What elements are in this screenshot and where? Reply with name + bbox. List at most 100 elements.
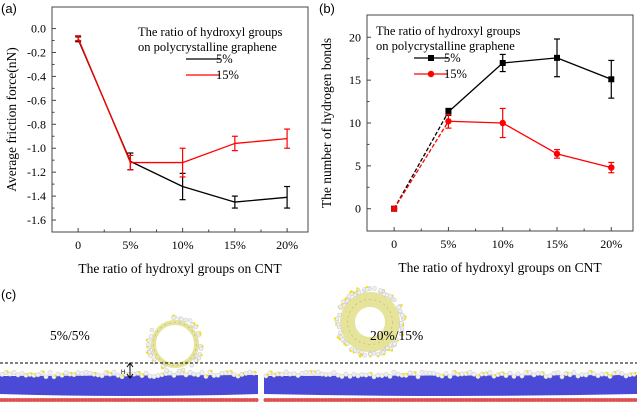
base-atom (377, 398, 382, 402)
base-atom (359, 398, 364, 402)
series-line-segment (182, 185, 236, 203)
hydroxyl-atom (527, 370, 533, 376)
base-atom (251, 398, 256, 402)
base-atom (290, 398, 295, 402)
base-atom (491, 398, 496, 402)
x-tick-label: 20% (276, 238, 298, 252)
hydroxyl-atom (535, 370, 541, 376)
hydroxyl-atom (155, 373, 161, 379)
base-atom (560, 398, 565, 402)
data-point (499, 60, 506, 66)
base-atom (539, 398, 544, 402)
hydroxyl-atom (0, 372, 5, 377)
graphene-substrate (264, 375, 637, 396)
hydroxyl-atom (196, 355, 202, 361)
base-atom (140, 398, 145, 402)
hydrogen-atom (387, 348, 390, 351)
hydroxyl-atom (191, 371, 197, 377)
hydroxyl-atom (151, 359, 157, 365)
data-point (390, 205, 398, 212)
base-atom (149, 398, 154, 402)
hydroxyl-atom (384, 292, 390, 298)
base-atom (263, 398, 268, 402)
hydrogen-atom (333, 317, 336, 320)
base-atom (368, 398, 373, 402)
base-atom (422, 398, 427, 402)
y-tick-label: 0.0 (31, 22, 46, 36)
base-atom (614, 398, 619, 402)
base-atom (182, 398, 187, 402)
base-atom (521, 398, 526, 402)
base-atom (389, 398, 394, 402)
base-atom (449, 398, 454, 402)
series-5% (75, 36, 291, 209)
base-atom (410, 398, 415, 402)
base-atom (401, 398, 406, 402)
legend-label: 5% (444, 51, 461, 65)
hydrogen-atom (210, 369, 213, 373)
hydroxyl-atom (315, 369, 321, 375)
base-atom (269, 398, 274, 402)
base-atom (20, 398, 25, 402)
base-atom (353, 398, 358, 402)
hydroxyl-atom (407, 370, 413, 376)
hydrogen-atom (382, 353, 386, 356)
y-tick-label: -1.0 (27, 141, 46, 155)
base-atom (512, 398, 517, 402)
hydroxyl-atom (143, 370, 149, 376)
base-atom (365, 398, 370, 402)
hydroxyl-atom (583, 372, 589, 378)
legend-label: 15% (444, 67, 467, 81)
hydrogen-atom (634, 372, 637, 375)
y-tick-label: 15 (349, 73, 361, 87)
hydrogen-atom (349, 349, 352, 352)
y-tick-label: -1.2 (27, 165, 46, 179)
hydrogen-atom (365, 285, 369, 289)
legend-marker (428, 55, 434, 61)
hydroxyl-atom (443, 371, 449, 377)
base-atom (626, 398, 631, 402)
hydroxyl-atom (338, 330, 343, 335)
y-tick-label: 5 (355, 159, 361, 173)
hydrogen-atom (270, 370, 273, 374)
hydrogen-atom (6, 370, 9, 373)
hydrogen-atom (145, 338, 148, 342)
base-atom (14, 398, 19, 402)
hydroxyl-atom (372, 286, 377, 291)
base-atom (476, 398, 481, 402)
base-atom (254, 398, 259, 402)
hydroxyl-atom (591, 371, 597, 377)
base-atom (101, 398, 106, 402)
hydroxyl-atom (7, 371, 13, 377)
hydroxyl-atom (146, 342, 151, 347)
base-atom (224, 398, 229, 402)
hydroxyl-atom (188, 318, 193, 323)
hydrogen-atom (356, 287, 359, 290)
hydrogen-atom (266, 373, 269, 377)
hydroxyl-atom (11, 369, 17, 375)
base-atom (161, 398, 166, 402)
hydroxyl-atom (378, 288, 383, 293)
hydrogen-atom (400, 304, 403, 307)
base-atom (203, 398, 208, 402)
base-atom (596, 398, 601, 402)
base-atom (107, 398, 112, 402)
base-atom (218, 398, 223, 402)
hydrogen-atom (198, 331, 202, 334)
hydroxyl-atom (63, 370, 69, 376)
base-atom (470, 398, 475, 402)
hydrogen-atom (138, 371, 141, 374)
series-line-segment (130, 160, 183, 188)
hydroxyl-atom (396, 305, 401, 310)
hydroxyl-atom (323, 372, 329, 378)
base-atom (569, 398, 574, 402)
base-atom (611, 398, 616, 402)
hydrogen-atom (401, 333, 405, 336)
base-atom (200, 398, 205, 402)
base-atom (56, 398, 61, 402)
base-atom (431, 398, 436, 402)
y-tick-label: -0.8 (27, 117, 46, 131)
y-axis-label: Average friction force(nN) (4, 47, 19, 191)
base-atom (206, 398, 211, 402)
hydroxyl-atom (148, 334, 154, 339)
